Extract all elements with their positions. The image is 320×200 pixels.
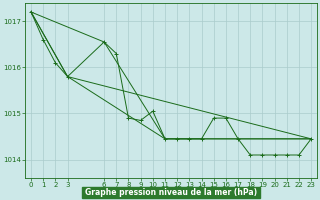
X-axis label: Graphe pression niveau de la mer (hPa): Graphe pression niveau de la mer (hPa) — [85, 188, 257, 197]
